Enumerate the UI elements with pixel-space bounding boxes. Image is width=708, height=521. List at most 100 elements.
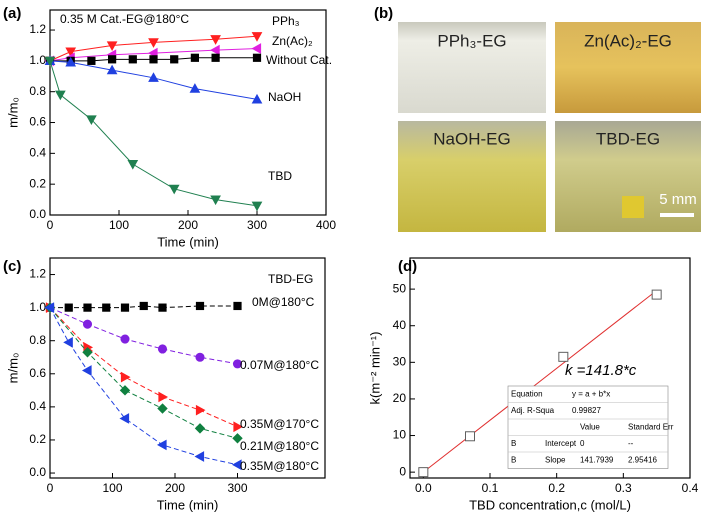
series-line	[49, 35, 258, 62]
y-tick-label: 0.2	[29, 432, 46, 446]
x-tick-label: 200	[178, 218, 198, 232]
marker	[233, 421, 244, 433]
chart: 0 100 200 300 400 0.0 0.2 0.4 0.6 0.8 1.0 1.2 (a) Tim…	[3, 5, 336, 249]
marker	[86, 115, 97, 125]
table-cell: Equation	[511, 389, 543, 398]
series-line	[49, 60, 258, 100]
marker	[87, 56, 96, 65]
series-line	[49, 60, 258, 207]
annotation: k =141.8*c	[565, 362, 637, 379]
series-label: 0.21M@180°C	[240, 439, 319, 453]
series-label: PPh₃	[272, 14, 300, 28]
x-tick-label: 300	[227, 481, 247, 495]
marker	[233, 301, 242, 311]
marker	[81, 365, 92, 376]
marker	[106, 41, 118, 51]
y-tick-label: 40	[393, 318, 407, 332]
marker	[65, 47, 77, 58]
x-tick-label: 0.0	[415, 481, 432, 495]
photo-caption: NaOH-EG	[433, 129, 510, 148]
series-line	[49, 307, 238, 365]
y-tick-label: 1.0	[29, 53, 46, 67]
table-cell: 2.95416	[628, 455, 657, 464]
y-tick-label: 30	[393, 354, 407, 368]
marker	[251, 93, 263, 104]
marker	[465, 431, 475, 442]
marker	[251, 32, 263, 42]
y-tick-label: 0.6	[29, 366, 46, 380]
fit-line	[423, 290, 657, 473]
annotation: 0.35 M Cat.-EG@180°C	[60, 12, 189, 26]
marker	[148, 38, 159, 48]
plot-frame	[409, 257, 691, 479]
table-cell: y = a + b*x	[572, 389, 610, 398]
y-tick-label: 1.2	[29, 22, 46, 36]
y-tick-label: 0.0	[29, 207, 46, 221]
marker	[55, 90, 66, 101]
series-line	[50, 57, 257, 62]
photo-caption: PPh₃-EG	[437, 31, 506, 50]
marker	[232, 359, 243, 369]
x-axis-title: TBD concentration,c (mol/L)	[469, 497, 631, 512]
series-label: 0.07M@180°C	[240, 358, 319, 372]
plot-frame	[49, 257, 326, 479]
series-line	[49, 307, 238, 428]
marker	[189, 83, 201, 93]
marker	[251, 43, 262, 54]
table-cell: 0.99827	[572, 406, 601, 415]
y-tick-label: 0	[399, 464, 406, 478]
series-label: 0.35M@180°C	[240, 459, 319, 473]
x-tick-label: 0.2	[548, 481, 565, 495]
y-axis-title: m/m₀	[5, 97, 20, 128]
y-tick-label: 0.6	[29, 115, 46, 129]
y-tick-label: 1.0	[29, 300, 46, 314]
x-axis-title: Time (min)	[157, 234, 219, 249]
series-line	[49, 307, 238, 466]
marker	[195, 301, 205, 311]
marker	[190, 53, 200, 62]
marker	[63, 337, 73, 348]
scale-bar-label: 5 mm	[659, 191, 697, 208]
marker	[195, 352, 205, 362]
marker	[158, 391, 169, 403]
x-tick-label: 400	[316, 218, 336, 232]
table-cell: Slope	[545, 455, 566, 464]
y-tick-label: 50	[393, 281, 407, 295]
marker	[194, 423, 206, 434]
marker	[194, 451, 205, 462]
photo	[398, 22, 546, 113]
y-tick-label: 1.2	[29, 267, 46, 281]
marker	[232, 433, 243, 444]
marker	[120, 371, 131, 383]
x-tick-label: 100	[109, 218, 129, 232]
marker	[158, 303, 167, 312]
marker	[251, 201, 263, 212]
marker	[195, 404, 206, 416]
x-tick-label: 0.3	[615, 481, 632, 495]
marker	[119, 385, 131, 396]
photo	[555, 22, 701, 113]
marker	[231, 459, 242, 471]
marker	[120, 334, 130, 344]
x-tick-label: 100	[102, 481, 122, 495]
marker	[120, 303, 130, 312]
x-tick-label: 300	[247, 218, 267, 232]
series-label: TBD	[268, 169, 292, 183]
table-cell: 0	[580, 439, 585, 448]
marker	[44, 302, 55, 313]
photo-caption: TBD-EG	[596, 129, 660, 148]
marker	[157, 344, 168, 354]
table-cell: Intercept	[545, 439, 577, 448]
scale-bar	[660, 213, 694, 217]
x-tick-label: 200	[165, 481, 185, 495]
annotation: TBD-EG	[268, 272, 313, 286]
sample	[622, 196, 644, 218]
fit-table	[507, 385, 669, 469]
table-cell: Adj. R-Squa	[511, 406, 555, 415]
y-tick-label: 0.2	[29, 176, 46, 190]
marker	[157, 403, 168, 414]
x-axis-title: Time (min)	[157, 497, 219, 512]
panel-label: (c)	[3, 258, 21, 275]
marker	[168, 184, 180, 195]
